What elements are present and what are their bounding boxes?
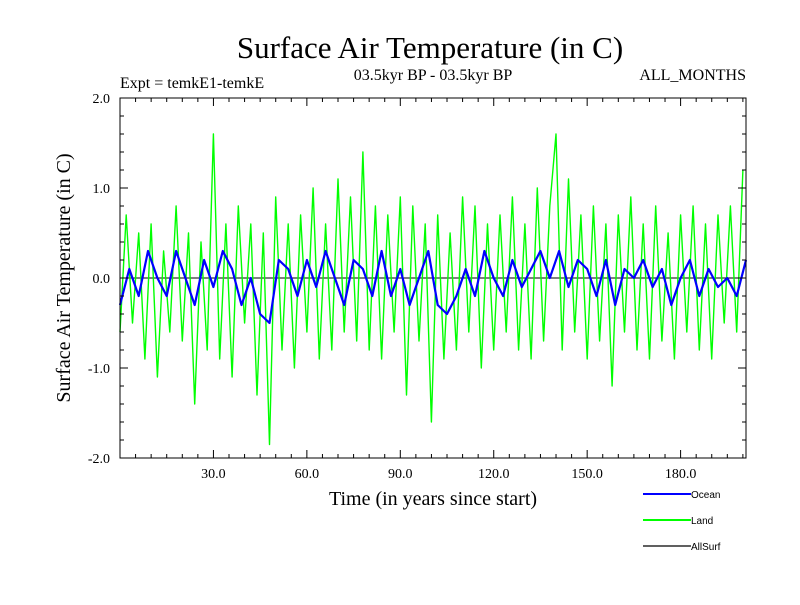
chart-subtitle-right: ALL_MONTHS (639, 67, 746, 84)
plot-area (118, 133, 748, 446)
series-line-land (119, 133, 744, 446)
x-tick-label: 60.0 (295, 467, 320, 482)
x-tick-label: 120.0 (478, 467, 510, 482)
y-tick-label: 2.0 (93, 92, 111, 107)
chart-subtitle-center: 03.5kyr BP - 03.5kyr BP (354, 67, 513, 84)
x-tick-label: 180.0 (665, 467, 697, 482)
legend-label-allsurf: AllSurf (691, 542, 721, 553)
x-axis-label: Time (in years since start) (329, 488, 537, 510)
x-tick-label: 90.0 (388, 467, 413, 482)
legend-label-ocean: Ocean (691, 490, 720, 501)
chart-title: Surface Air Temperature (in C) (237, 30, 623, 65)
y-tick-label: 0.0 (93, 272, 111, 287)
legend-label-land: Land (691, 516, 713, 527)
legend: Ocean Land AllSurf (643, 490, 721, 553)
y-tick-label: 1.0 (93, 182, 111, 197)
axes: 30.0 60.0 90.0 120.0 150.0 180.0 -2.0 -1.0 0.0 1.… (88, 92, 746, 482)
chart-subtitle-left: Expt = temkE1-temkE (120, 75, 264, 92)
y-axis-label: Surface Air Temperature (in C) (53, 153, 75, 402)
series-line-ocean (118, 249, 748, 325)
x-tick-label: 150.0 (571, 467, 603, 482)
y-tick-label: -1.0 (88, 362, 110, 377)
y-tick-label: -2.0 (88, 452, 110, 467)
x-tick-label: 30.0 (201, 467, 226, 482)
